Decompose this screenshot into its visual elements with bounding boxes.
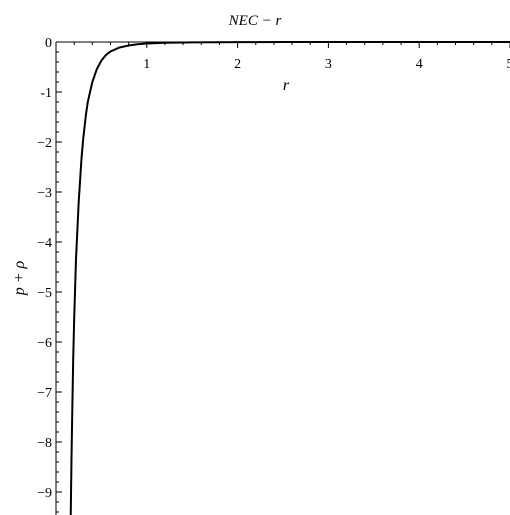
y-tick-label-6: −6	[37, 336, 52, 351]
chart-title: NEC − r	[228, 13, 282, 29]
x-axis-ticks: 1 2 3 4 5	[73, 42, 510, 72]
x-axis-label: r	[283, 77, 290, 94]
x-tick-label-2: 3	[325, 57, 332, 72]
y-tick-label-3: −3	[37, 186, 52, 201]
y-axis-label: p + ρ	[11, 260, 28, 296]
nec-curve	[69, 41, 510, 515]
x-tick-label-3: 4	[416, 57, 423, 72]
y-tick-label-4: −4	[37, 236, 52, 251]
x-tick-label-0: 1	[143, 57, 150, 72]
y-tick-label-1: -1	[40, 86, 52, 101]
x-tick-label-4: 5	[507, 57, 510, 72]
y-tick-label-5: −5	[37, 286, 52, 301]
y-tick-label-9: −9	[37, 486, 52, 501]
y-tick-label-7: −7	[37, 386, 52, 401]
x-tick-label-1: 2	[234, 57, 241, 72]
y-tick-label-2: −2	[37, 136, 52, 151]
y-tick-label-0: 0	[45, 36, 52, 51]
y-tick-label-8: −8	[37, 436, 52, 451]
y-axis-ticks: 0 -1 −2 −3 −4 −5 −6 −7 −8 −9	[37, 36, 62, 513]
